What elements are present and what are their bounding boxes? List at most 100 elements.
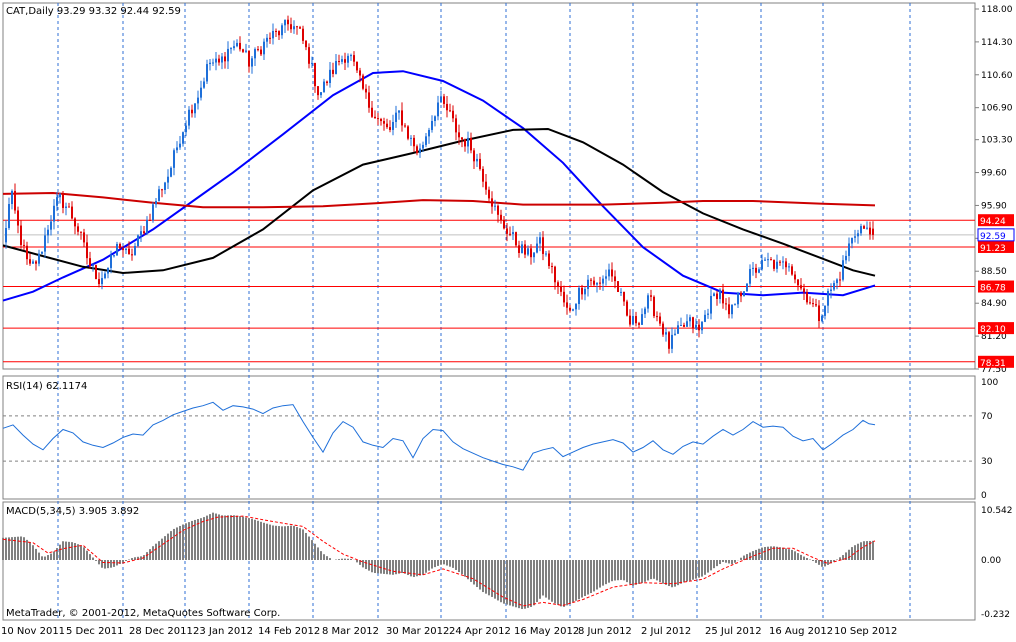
rsi-line	[2, 401, 876, 471]
price-tick-label: 114.30	[981, 38, 1013, 48]
candle-body	[20, 225, 22, 245]
candle-body	[68, 206, 70, 208]
candle-body	[113, 255, 115, 257]
candle-body	[221, 56, 223, 63]
candle-body	[41, 251, 43, 254]
candle-body	[764, 259, 766, 261]
candle-body	[323, 81, 325, 93]
candle-body	[158, 189, 160, 202]
price-tick-label: 84.90	[981, 299, 1007, 309]
candle-body	[689, 317, 691, 322]
candle-body	[137, 235, 139, 247]
candle-body	[869, 227, 871, 235]
candle-body	[563, 291, 565, 303]
candle-body	[845, 255, 847, 261]
candle-body	[305, 40, 307, 48]
rsi-tick-label: 0	[981, 491, 987, 501]
candle-body	[473, 150, 475, 162]
candle-body	[497, 205, 499, 215]
candle-body	[758, 269, 760, 273]
candle-body	[17, 210, 19, 226]
candle-body	[566, 302, 568, 308]
candle-body	[872, 228, 874, 235]
candle-body	[722, 289, 724, 304]
rsi-tick-label: 30	[981, 457, 993, 467]
candle-body	[14, 190, 16, 211]
candle-body	[59, 193, 61, 198]
candle-body	[293, 26, 295, 30]
x-axis-tick-label: 23 Jan 2012	[193, 626, 253, 637]
candle-body	[5, 227, 7, 243]
candle-body	[104, 273, 106, 279]
candle-body	[401, 110, 403, 126]
candle-body	[671, 334, 673, 349]
candle-body	[275, 30, 277, 32]
level-label-bg	[978, 322, 1014, 335]
candle-body	[431, 121, 433, 130]
candle-body	[581, 287, 583, 295]
candle-body	[53, 205, 55, 222]
candle-body	[359, 70, 361, 76]
candle-body	[266, 37, 268, 42]
candle-body	[542, 237, 544, 254]
candle-body	[728, 304, 730, 315]
candle-body	[419, 148, 421, 154]
candle-body	[188, 109, 190, 126]
candle-body	[458, 132, 460, 138]
candle-body	[569, 307, 571, 311]
candle-body	[437, 102, 439, 117]
candle-body	[119, 243, 121, 249]
x-axis-tick-label: 16 Aug 2012	[769, 626, 833, 637]
candle-body	[788, 266, 790, 268]
candle-body	[422, 144, 424, 149]
candle-body	[98, 279, 100, 285]
candle-body	[734, 304, 736, 306]
candle-body	[35, 261, 37, 264]
candle-body	[617, 281, 619, 293]
candle-body	[317, 86, 319, 96]
candle-body	[827, 290, 829, 306]
price-tick-label: 77.50	[981, 365, 1007, 375]
candle-body	[755, 267, 757, 273]
candle-body	[584, 288, 586, 295]
candle-body	[320, 92, 322, 96]
x-axis-tick-label: 2 Jul 2012	[641, 626, 691, 637]
x-axis-tick-label: 10 Sep 2012	[834, 626, 897, 637]
x-axis-tick-label: 5 Dec 2011	[66, 626, 124, 637]
candle-body	[326, 81, 328, 83]
candle-body	[854, 236, 856, 238]
candle-body	[683, 324, 685, 327]
candle-body	[191, 109, 193, 114]
candle-body	[731, 304, 733, 315]
candle-body	[56, 197, 58, 206]
level-label-bg	[978, 240, 1014, 253]
candle-body	[533, 252, 535, 258]
candle-body	[743, 291, 745, 297]
candle-body	[815, 304, 817, 306]
candle-body	[557, 282, 559, 287]
candle-body	[182, 132, 184, 144]
candle-body	[32, 261, 34, 264]
candle-body	[860, 226, 862, 234]
candle-body	[560, 286, 562, 292]
candle-body	[413, 137, 415, 147]
candle-body	[416, 146, 418, 154]
candle-body	[80, 231, 82, 233]
candle-body	[698, 324, 700, 331]
candle-body	[281, 25, 283, 36]
candle-body	[407, 126, 409, 139]
candle-body	[620, 291, 622, 293]
candle-body	[707, 313, 709, 315]
candle-body	[242, 49, 244, 52]
candle-body	[185, 125, 187, 133]
candle-body	[614, 276, 616, 282]
moving-average-black	[2, 127, 876, 277]
candle-body	[518, 245, 520, 253]
candle-body	[254, 49, 256, 59]
candle-body	[260, 49, 262, 55]
candle-body	[692, 317, 694, 329]
candle-body	[677, 325, 679, 334]
candle-body	[365, 88, 367, 93]
